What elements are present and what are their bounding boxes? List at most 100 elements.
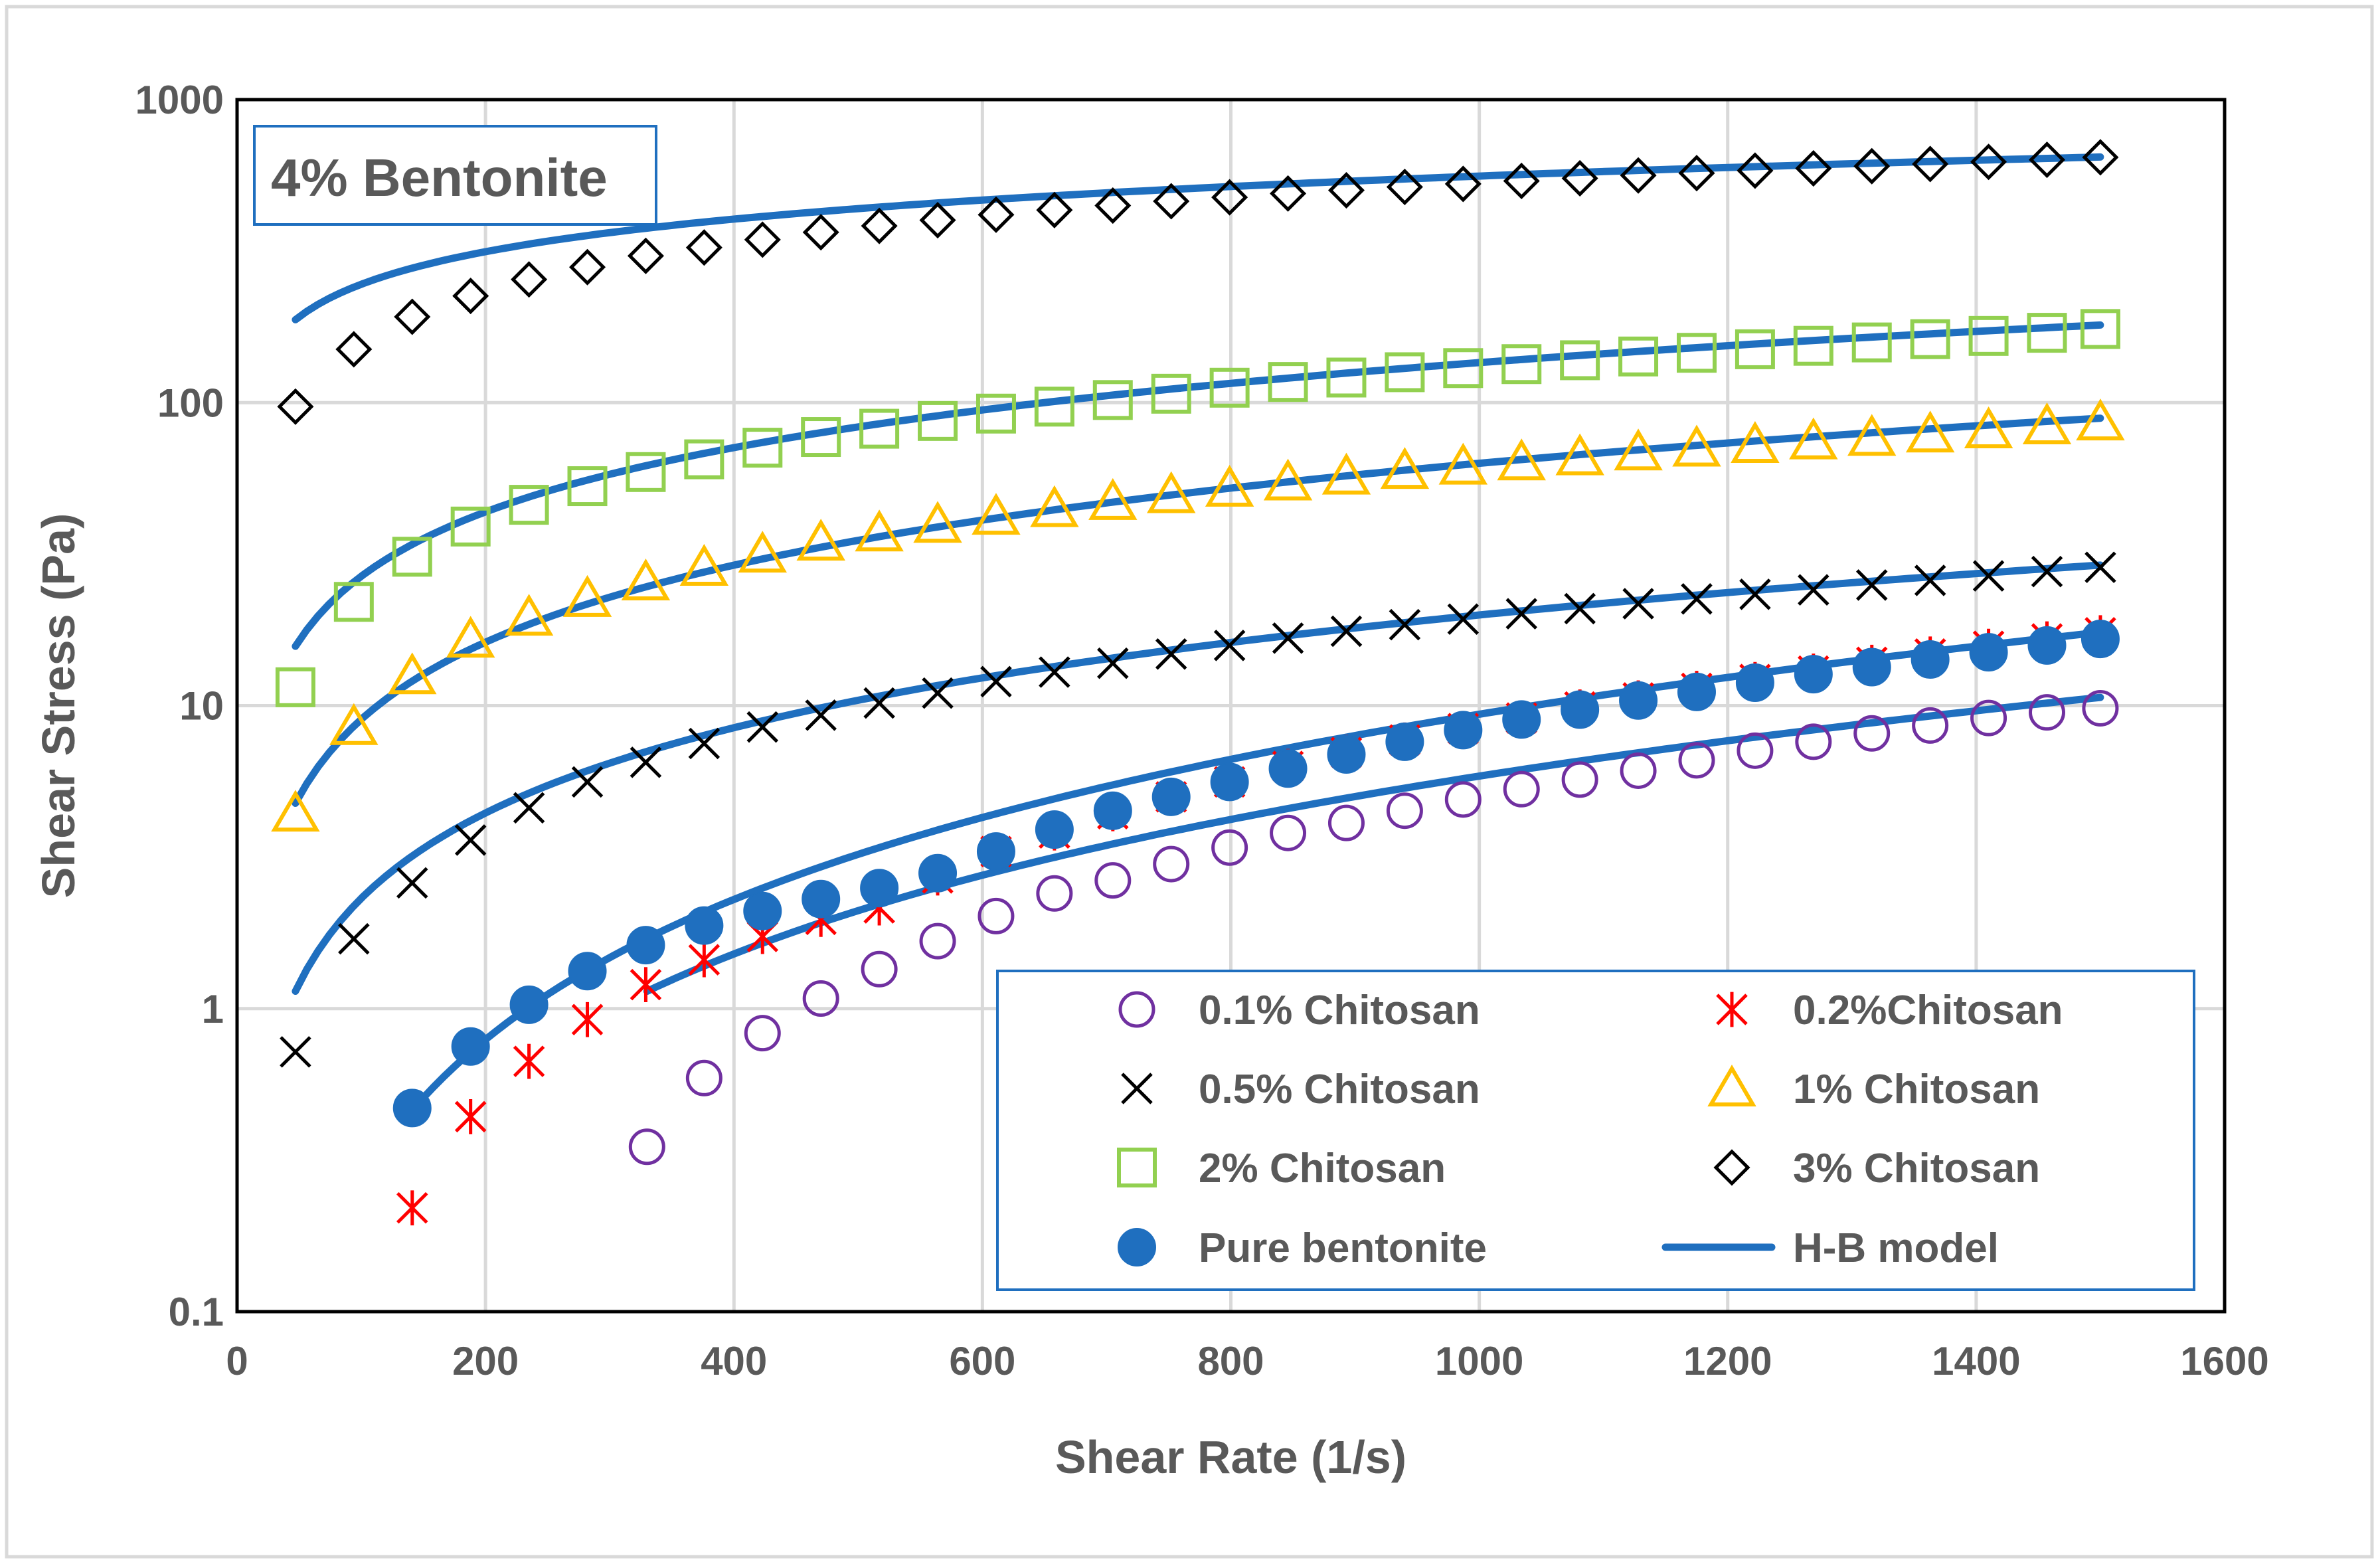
legend-frame xyxy=(996,970,2195,1291)
data-point xyxy=(1560,340,1600,381)
data-point xyxy=(1326,357,1367,398)
data-point xyxy=(1444,711,1483,750)
data-point xyxy=(1847,414,1897,456)
data-point xyxy=(1155,638,1187,670)
series-1-chitosan xyxy=(271,398,2125,832)
data-point xyxy=(1094,862,1132,899)
series-0-1-chitosan xyxy=(628,690,2119,1166)
data-point xyxy=(1385,722,1424,761)
legend-marker xyxy=(1118,991,1155,1028)
data-point xyxy=(571,1002,604,1037)
data-point xyxy=(744,1015,781,1052)
data-point xyxy=(562,574,612,617)
data-point xyxy=(1735,329,1775,369)
data-point xyxy=(571,766,604,798)
data-point xyxy=(396,867,428,899)
data-point xyxy=(454,824,487,856)
data-point xyxy=(859,408,900,449)
x-axis-title: Shear Rate (1/s) xyxy=(1055,1431,1406,1483)
data-point xyxy=(1795,150,1832,187)
data-point xyxy=(1444,781,1482,818)
data-point xyxy=(621,559,671,601)
data-point xyxy=(978,897,1015,934)
series-2-chitosan xyxy=(275,309,2120,707)
legend-label: 0.1% Chitosan xyxy=(1199,988,1480,1033)
y-tick-label: 100 xyxy=(157,381,224,425)
legend-items: 0.1% Chitosan 0.2%Chitosan 0.5% Chitosan 1%… xyxy=(1117,988,2063,1271)
data-point xyxy=(1620,157,1657,194)
data-point xyxy=(1385,352,1425,392)
data-point xyxy=(1321,452,1371,495)
data-point xyxy=(913,501,962,543)
x-tick-label: 200 xyxy=(452,1339,519,1383)
legend-label: 2% Chitosan xyxy=(1199,1146,1446,1191)
hb-model-curve xyxy=(292,414,2104,807)
data-point xyxy=(918,400,958,441)
series-0-5-chitosan xyxy=(280,551,2116,1068)
data-point xyxy=(630,967,662,1003)
data-point xyxy=(1036,191,1073,228)
data-point xyxy=(805,699,837,731)
data-point xyxy=(509,985,549,1024)
data-point xyxy=(1211,829,1248,866)
data-point xyxy=(280,1036,311,1068)
data-point xyxy=(1676,333,1717,373)
data-point xyxy=(1330,615,1363,648)
data-point xyxy=(1153,845,1190,883)
data-point xyxy=(918,853,958,893)
legend-marker xyxy=(1118,1228,1156,1266)
data-point xyxy=(450,506,491,547)
data-point xyxy=(1970,143,2007,181)
data-point xyxy=(1968,315,2009,356)
data-point xyxy=(1735,663,1774,703)
data-point xyxy=(860,869,899,908)
data-point xyxy=(744,221,781,258)
data-point xyxy=(451,1027,490,1066)
data-point xyxy=(1501,344,1542,385)
data-point xyxy=(1094,187,1132,224)
data-point xyxy=(1268,749,1308,788)
data-point xyxy=(1380,447,1430,489)
data-point xyxy=(568,952,607,991)
data-point xyxy=(1561,159,1598,197)
data-markers xyxy=(271,139,2125,1226)
x-tick-label: 1600 xyxy=(2180,1339,2268,1383)
data-point xyxy=(1088,478,1138,520)
annotation-frame xyxy=(253,125,657,226)
data-point xyxy=(1620,752,1657,789)
legend-item: Pure bentonite xyxy=(1118,1225,1487,1271)
data-point xyxy=(685,906,724,945)
data-point xyxy=(1505,598,1537,630)
data-point xyxy=(509,485,549,525)
data-point xyxy=(1737,732,1774,769)
data-point xyxy=(392,1089,432,1128)
data-point xyxy=(685,1059,722,1096)
data-point xyxy=(688,942,721,978)
data-point xyxy=(567,466,608,507)
legend-item: 0.5% Chitosan xyxy=(1121,1067,1480,1112)
data-point xyxy=(1793,325,1833,366)
data-point xyxy=(1209,367,1250,408)
data-point xyxy=(2027,626,2067,665)
legend-item: 2% Chitosan xyxy=(1117,1146,1446,1191)
series-3-chitosan xyxy=(277,139,2119,425)
data-point xyxy=(1146,471,1196,513)
hb-model-curve xyxy=(292,321,2104,650)
tick-labels: 0 200 400 600 800 1000 1200 1400 1600 0.1 1 10 100 10… xyxy=(135,78,2269,1383)
data-point xyxy=(1914,565,1946,596)
legend-label: Pure bentonite xyxy=(1199,1225,1487,1271)
data-point xyxy=(1910,319,1950,359)
legend-marker xyxy=(1121,1073,1153,1104)
data-point xyxy=(1386,792,1423,829)
data-point xyxy=(335,331,373,368)
data-point xyxy=(1853,147,1891,185)
legend-marker xyxy=(1707,1065,1756,1106)
annotation-label: 4% Bentonite xyxy=(271,148,608,207)
data-point xyxy=(976,393,1016,434)
data-point xyxy=(1969,633,2008,672)
plot-frame xyxy=(235,98,2227,1314)
data-point xyxy=(1564,592,1596,625)
data-point xyxy=(1034,387,1074,427)
data-point xyxy=(1798,574,1829,606)
data-point xyxy=(626,926,665,965)
